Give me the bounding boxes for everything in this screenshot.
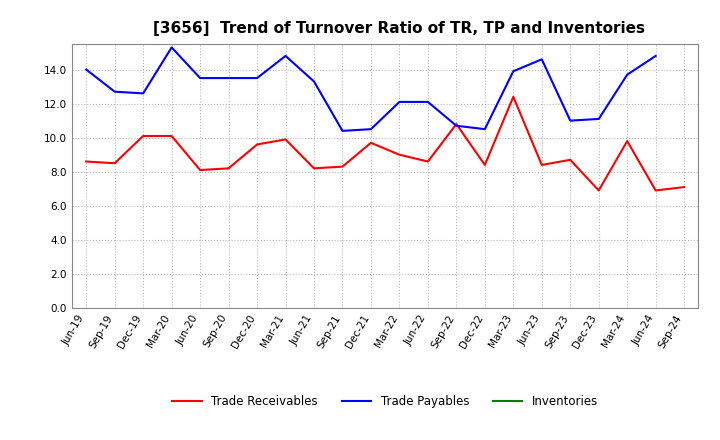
- Trade Payables: [338, 128, 347, 133]
- Trade Payables: [253, 75, 261, 81]
- Trade Payables: [366, 127, 375, 132]
- Trade Receivables: [196, 167, 204, 172]
- Trade Receivables: [282, 137, 290, 142]
- Trade Payables: [480, 127, 489, 132]
- Trade Payables: [395, 99, 404, 105]
- Trade Receivables: [82, 159, 91, 164]
- Trade Payables: [310, 79, 318, 84]
- Trade Payables: [652, 53, 660, 59]
- Trade Payables: [423, 99, 432, 105]
- Trade Payables: [623, 72, 631, 77]
- Line: Trade Receivables: Trade Receivables: [86, 97, 684, 191]
- Trade Receivables: [623, 139, 631, 144]
- Trade Receivables: [509, 94, 518, 99]
- Legend: Trade Receivables, Trade Payables, Inventories: Trade Receivables, Trade Payables, Inven…: [168, 391, 603, 413]
- Trade Receivables: [366, 140, 375, 146]
- Line: Trade Payables: Trade Payables: [86, 48, 656, 131]
- Trade Receivables: [253, 142, 261, 147]
- Trade Receivables: [310, 166, 318, 171]
- Trade Receivables: [680, 184, 688, 190]
- Trade Payables: [110, 89, 119, 94]
- Trade Receivables: [110, 161, 119, 166]
- Trade Receivables: [423, 159, 432, 164]
- Trade Payables: [139, 91, 148, 96]
- Text: [3656]  Trend of Turnover Ratio of TR, TP and Inventories: [3656] Trend of Turnover Ratio of TR, TP…: [153, 21, 645, 36]
- Trade Payables: [509, 69, 518, 74]
- Trade Payables: [282, 53, 290, 59]
- Trade Payables: [566, 118, 575, 123]
- Trade Payables: [537, 57, 546, 62]
- Trade Payables: [595, 116, 603, 121]
- Trade Receivables: [139, 133, 148, 139]
- Trade Payables: [196, 75, 204, 81]
- Trade Receivables: [395, 152, 404, 158]
- Trade Payables: [167, 45, 176, 50]
- Trade Receivables: [566, 157, 575, 162]
- Trade Receivables: [652, 188, 660, 193]
- Trade Receivables: [480, 162, 489, 168]
- Trade Payables: [452, 123, 461, 128]
- Trade Payables: [82, 67, 91, 72]
- Trade Receivables: [537, 162, 546, 168]
- Trade Receivables: [338, 164, 347, 169]
- Trade Receivables: [595, 188, 603, 193]
- Trade Payables: [225, 75, 233, 81]
- Trade Receivables: [225, 166, 233, 171]
- Trade Receivables: [167, 133, 176, 139]
- Trade Receivables: [452, 121, 461, 127]
